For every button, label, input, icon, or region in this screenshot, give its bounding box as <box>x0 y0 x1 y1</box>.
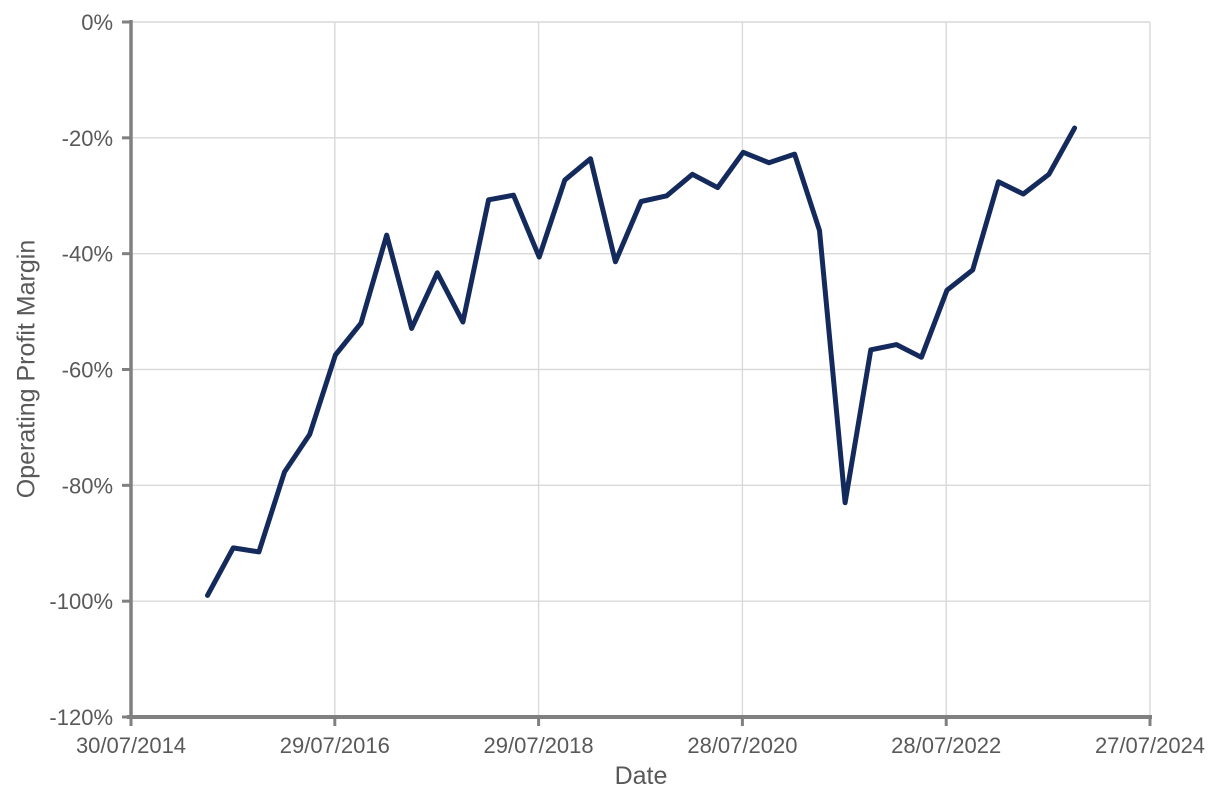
y-tick-label: -120% <box>49 705 113 730</box>
y-axis-title: Operating Profit Margin <box>12 239 41 499</box>
x-tick-label: 29/07/2018 <box>484 733 594 758</box>
y-tick-label: -100% <box>49 589 113 614</box>
y-tick-label: 0% <box>81 10 113 35</box>
x-axis-title: Date <box>614 762 668 790</box>
x-tick-label: 28/07/2022 <box>891 733 1001 758</box>
x-tick-label: 28/07/2020 <box>687 733 797 758</box>
y-tick-label: -60% <box>62 358 113 383</box>
operating-profit-margin-line <box>205 125 1078 598</box>
x-tick-label: 27/07/2024 <box>1095 733 1205 758</box>
y-tick-label: -80% <box>62 473 113 498</box>
x-tick-label: 29/07/2016 <box>280 733 390 758</box>
x-tick-label: 30/07/2014 <box>76 733 186 758</box>
y-tick-label: -20% <box>62 126 113 151</box>
y-tick-label: -40% <box>62 242 113 267</box>
